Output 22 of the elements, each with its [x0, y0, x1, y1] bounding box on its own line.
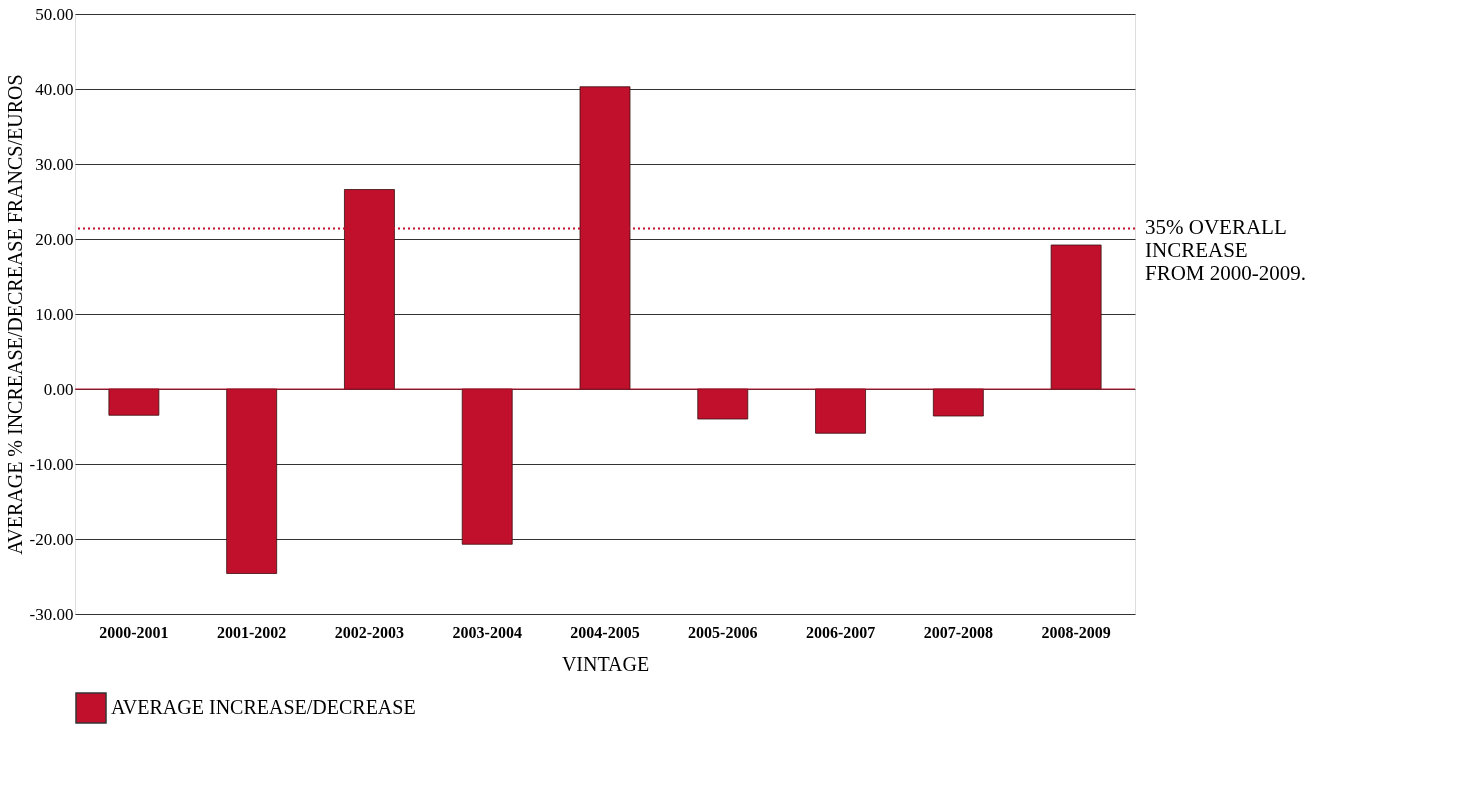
y-tick-label: 40.00: [35, 79, 74, 99]
ref-line-label: 35% OVERALL INCREASE FROM 2000-2009.: [1145, 214, 1307, 285]
y-tick-label: 30.00: [35, 154, 74, 174]
x-tick-label: 2003-2004: [452, 623, 522, 641]
y-tick-label: 50.00: [35, 4, 74, 24]
x-tick-label: 2004-2005: [570, 623, 640, 641]
y-tick-label: 0.00: [43, 379, 74, 399]
y-tick-label: 20.00: [35, 229, 74, 249]
y-axis-title: AVERAGE % INCREASE/DECREASE FRANCS/EUROS: [3, 74, 26, 555]
y-tick-label: -30.00: [29, 604, 74, 624]
x-tick-label: 2008-2009: [1041, 623, 1111, 641]
x-tick-label: 2006-2007: [805, 623, 876, 641]
x-tick-label: 2000-2001: [99, 623, 169, 641]
legend-label: AVERAGE INCREASE/DECREASE: [111, 696, 416, 718]
x-axis-title: VINTAGE: [561, 652, 650, 675]
x-tick-label: 2001-2002: [217, 623, 287, 641]
y-tick-label: 10.00: [35, 304, 74, 324]
x-tick-label: 2002-2003: [334, 623, 405, 641]
x-tick-label: 2007-2008: [923, 623, 993, 641]
y-tick-label: -10.00: [29, 454, 74, 474]
x-tick-label: 2005-2006: [688, 623, 758, 641]
y-tick-label: -20.00: [29, 529, 74, 549]
